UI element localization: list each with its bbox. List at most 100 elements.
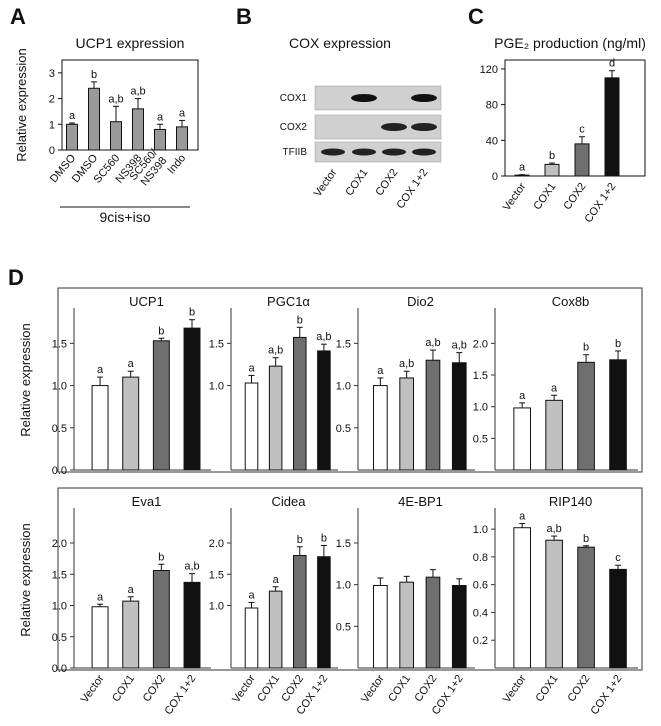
- panel-c-category-label-2: COX2: [561, 181, 588, 212]
- panel-d-ytick-label: 1.0: [336, 580, 351, 592]
- panel-c-2-significance: c: [579, 124, 585, 136]
- blot-row-label-cox2: COX2: [280, 122, 308, 133]
- blot-row-label-cox1: COX1: [280, 93, 308, 104]
- panel-d-ytick-label: 1.5: [52, 338, 67, 350]
- panel-d-category-label-3: COX 1+2: [589, 673, 625, 717]
- panel-d-ytick-label: 0.0: [52, 663, 67, 675]
- panel-d-cidea-2-bar: [292, 555, 307, 669]
- panel-d-eva1-2-significance: b: [158, 551, 164, 563]
- panel-d-ucp1-2-significance: b: [158, 325, 164, 337]
- panel-d-ytick-label: 1.0: [336, 381, 351, 393]
- panel-c-ytick-label: 120: [480, 64, 498, 76]
- panel-d-dio2-2-bar: [425, 359, 441, 471]
- panel-a-ytick-label: 0: [49, 145, 55, 157]
- panel-d-4e-bp1-3-bar: [451, 585, 467, 669]
- band-tfiib-lane1: [321, 148, 345, 156]
- panel-a-4-significance: a: [157, 111, 164, 123]
- panel-a-1-bar: [88, 87, 100, 151]
- panel-c-1-bar: [544, 163, 560, 177]
- panel-d-category-label-2: COX2: [566, 673, 593, 704]
- panel-d-category-label-2: COX2: [412, 673, 439, 704]
- panel-d-title-ucp1: UCP1: [129, 294, 164, 309]
- band-cox2-lane4: [411, 123, 437, 131]
- panel-label-d: D: [8, 265, 24, 290]
- panel-a-4-bar: [154, 128, 166, 151]
- blot-lane-label-1: COX1: [343, 167, 370, 198]
- panel-d-subchart-dio2: Dio2 0.5 1.0 1.5 a a,b a,b a,b: [336, 294, 475, 471]
- panel-d-category-label-0: Vector: [79, 673, 107, 706]
- panel-d-subchart-pgc1: PGC1α 1.0 1.5 a a,b b a,b: [209, 294, 338, 471]
- panel-d-cox8b-0-significance: a: [519, 390, 526, 402]
- panel-d-ytick-label: 2.0: [209, 538, 224, 550]
- panel-c-3-significance: d: [609, 58, 615, 70]
- panel-d-category-label-0: Vector: [359, 673, 387, 706]
- panel-d-ytick-label: 1.5: [52, 569, 67, 581]
- panel-d-cidea-3-significance: b: [321, 533, 327, 545]
- panel-d-dio2-0-bar: [373, 385, 388, 471]
- panel-d-rip140-0-bar: [513, 527, 531, 669]
- panel-d-subchart-cox8b: Cox8b 0.5 1.0 1.5 2.0 a a b b: [473, 294, 638, 471]
- panel-d-rip140-1-significance: a,b: [546, 523, 561, 535]
- panel-d-ytick-label: 1.5: [209, 569, 224, 581]
- panel-d-eva1-3-significance: a,b: [184, 561, 199, 573]
- panel-d-ytick-label: 1.0: [209, 601, 224, 613]
- panel-d-cox8b-0-bar: [513, 407, 531, 471]
- panel-c-0-significance: a: [519, 162, 526, 174]
- panel-d-ucp1-2-bar: [152, 340, 170, 471]
- panel-d-ucp1-3-significance: b: [189, 307, 195, 319]
- panel-d-ucp1-0-significance: a: [97, 364, 104, 376]
- panel-a-ytick-label: 1: [49, 119, 55, 131]
- panel-d-row-frame-0: [57, 287, 643, 473]
- panel-d-category-label-0: Vector: [501, 673, 529, 706]
- panel-d-cox8b-1-bar: [545, 399, 563, 471]
- panel-d-category-label-1: COX1: [255, 673, 282, 704]
- panel-d-subchart-ucp1: UCP1 0.0 0.5 1.0 1.5 a a b b: [52, 294, 211, 477]
- panel-d-dio2-2-significance: a,b: [425, 337, 440, 349]
- panel-d-ytick-label: 0.5: [52, 423, 67, 435]
- panel-d-title-cidea: Cidea: [272, 494, 307, 509]
- panel-d-ytick-label: 0.5: [473, 433, 488, 445]
- panel-d-ylabel-bottom: Relative expression: [18, 523, 33, 636]
- panel-d-ytick-label: 0.5: [52, 632, 67, 644]
- panel-d-category-label-3: COX 1+2: [163, 673, 199, 717]
- panel-d-pgc1-0-bar: [244, 382, 259, 471]
- blot-title: COX expression: [289, 35, 391, 51]
- panel-d-pgc1-2-significance: b: [297, 314, 303, 326]
- panel-d-category-label-1: COX1: [386, 673, 413, 704]
- panel-c-0-bar: [514, 174, 530, 177]
- panel-d-rip140-3-significance: c: [615, 552, 621, 564]
- panel-d-ylabel-top: Relative expression: [18, 323, 33, 436]
- band-tfiib-lane3: [382, 148, 406, 156]
- panel-d-title-rip140: RIP140: [549, 494, 592, 509]
- panel-d-ytick-label: 1.0: [209, 381, 224, 393]
- panel-d-cidea-0-significance: a: [248, 589, 255, 601]
- panel-d-category-label-2: COX2: [141, 673, 168, 704]
- panel-d-pgc1-0-significance: a: [248, 362, 255, 374]
- band-cox1-lane4: [411, 94, 437, 102]
- panel-d-ucp1-1-bar: [122, 376, 140, 471]
- panel-d-ucp1-1-significance: a: [128, 358, 135, 370]
- blot-row-label-tfiib: TFIIB: [283, 147, 308, 158]
- panel-d-ytick-label: 1.5: [336, 338, 351, 350]
- panel-d-4e-bp1-0-bar: [373, 585, 388, 669]
- panel-a-chart: UCP1 expression 0 1 2 3 Relative expression a b…: [14, 35, 199, 225]
- panel-d-ytick-label: 0.0: [52, 465, 67, 477]
- band-cox2-lane3: [381, 123, 407, 131]
- band-cox1-lane2: [351, 94, 377, 102]
- panel-d-eva1-1-significance: a: [128, 584, 135, 596]
- panel-d-4e-bp1-2-bar: [425, 576, 441, 669]
- panel-d-ytick-label: 1.5: [473, 370, 488, 382]
- panel-d-rip140-2-significance: b: [583, 533, 589, 545]
- panel-d-eva1-0-significance: a: [97, 591, 104, 603]
- panel-c-2-bar: [574, 143, 590, 177]
- panel-c-ytick-label: 0: [492, 171, 498, 183]
- panel-a-frame: [61, 59, 199, 151]
- panel-d-cox8b-1-significance: a: [551, 382, 558, 394]
- blot-lane-label-0: Vector: [312, 167, 340, 200]
- panel-a-2-bar: [110, 121, 122, 151]
- panel-a-2-significance: a,b: [108, 93, 123, 105]
